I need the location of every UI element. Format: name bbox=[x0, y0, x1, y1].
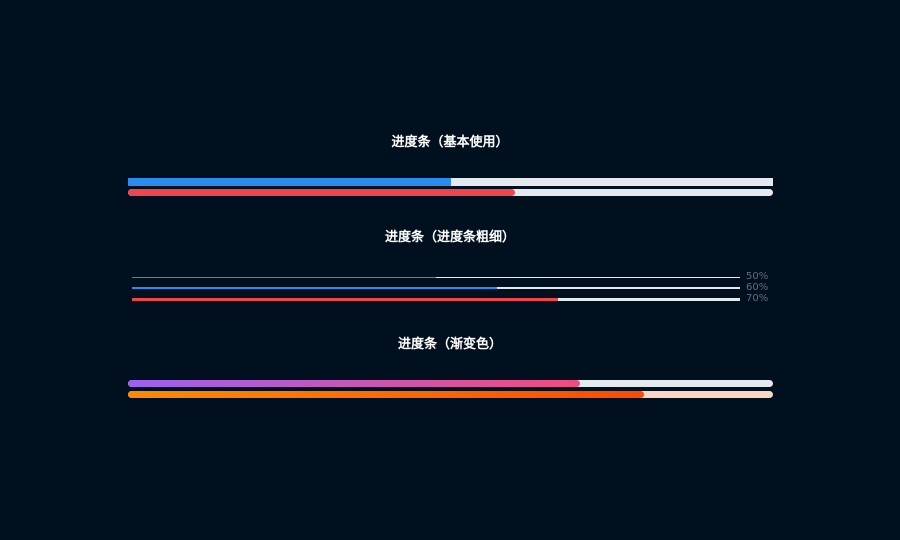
progress-bar-thin-2 bbox=[132, 287, 740, 289]
progress-bar-thin-1 bbox=[132, 277, 740, 278]
progress-fill bbox=[128, 380, 580, 387]
progress-fill bbox=[132, 287, 497, 289]
progress-bar-gradient-orange bbox=[128, 391, 773, 398]
section-title-thickness: 进度条（进度条粗细） bbox=[384, 230, 515, 245]
progress-fill bbox=[128, 189, 515, 196]
progress-bar-gradient-purple bbox=[128, 380, 773, 387]
progress-fill bbox=[132, 298, 558, 301]
section-title-gradient: 进度条（渐变色） bbox=[397, 337, 502, 352]
progress-percent-label: 60% bbox=[746, 282, 769, 293]
section-title-basic: 进度条（基本使用） bbox=[391, 135, 509, 150]
progress-percent-label: 70% bbox=[746, 293, 769, 304]
progress-fill bbox=[132, 277, 436, 278]
progress-bar-basic-rounded bbox=[128, 189, 773, 196]
progress-fill bbox=[128, 178, 451, 186]
progress-bar-basic-square bbox=[128, 178, 773, 186]
progress-percent-label: 50% bbox=[746, 271, 769, 282]
progress-bar-thin-3 bbox=[132, 298, 740, 301]
progress-fill bbox=[128, 391, 644, 398]
